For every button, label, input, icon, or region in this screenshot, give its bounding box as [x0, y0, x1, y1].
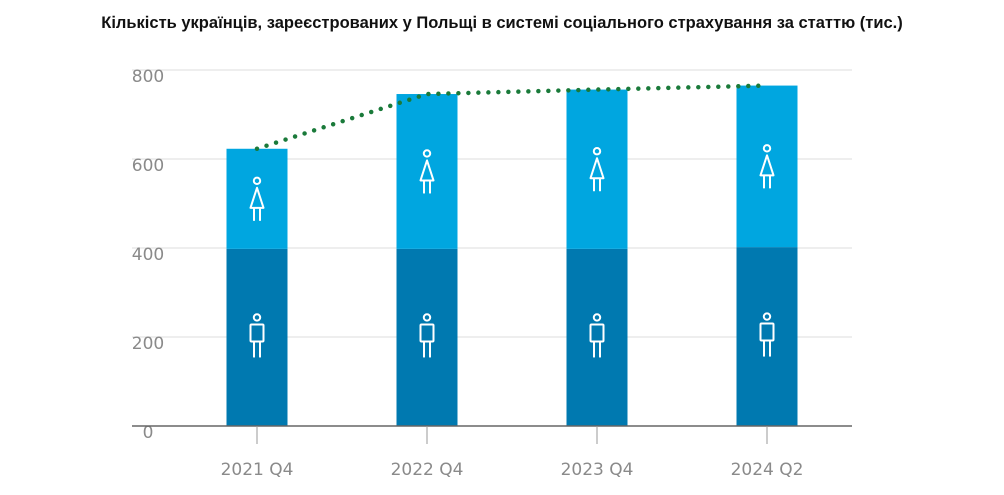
y-tick-label: 800	[132, 67, 164, 87]
x-tick-label: 2023 Q4	[561, 460, 634, 480]
x-tick-label: 2021 Q4	[221, 460, 294, 480]
female-bar	[566, 89, 628, 249]
totals-line	[254, 83, 770, 152]
female-bar	[396, 94, 458, 249]
y-tick-label: 0	[143, 423, 154, 443]
chart-title: Кількість українців, зареєстрованих у По…	[101, 14, 903, 32]
male-icon	[419, 313, 435, 358]
female-icon	[759, 144, 775, 189]
male-bar	[226, 248, 288, 426]
x-axis-ticks: 2021 Q4 2022 Q4 2023 Q4 2024 Q2	[221, 426, 804, 480]
y-tick-label: 600	[132, 156, 164, 176]
male-bar	[396, 248, 458, 426]
female-bar	[226, 148, 288, 249]
bars	[226, 85, 798, 426]
female-icon	[419, 149, 435, 194]
female-icon	[249, 176, 265, 221]
y-tick-label: 200	[132, 334, 164, 354]
male-bar	[736, 247, 798, 426]
x-tick-label: 2024 Q2	[731, 460, 804, 480]
male-icon	[759, 312, 775, 357]
y-axis-ticks: 0 200 400 600 800	[132, 67, 164, 443]
totals-dotted-line	[254, 83, 770, 152]
male-bar	[566, 248, 628, 426]
female-bar	[736, 85, 798, 248]
x-tick-label: 2022 Q4	[391, 460, 464, 480]
female-icon	[589, 147, 605, 192]
y-tick-label: 400	[132, 245, 164, 265]
male-icon	[249, 313, 265, 358]
gender-icons	[249, 144, 775, 358]
male-icon	[589, 313, 605, 358]
